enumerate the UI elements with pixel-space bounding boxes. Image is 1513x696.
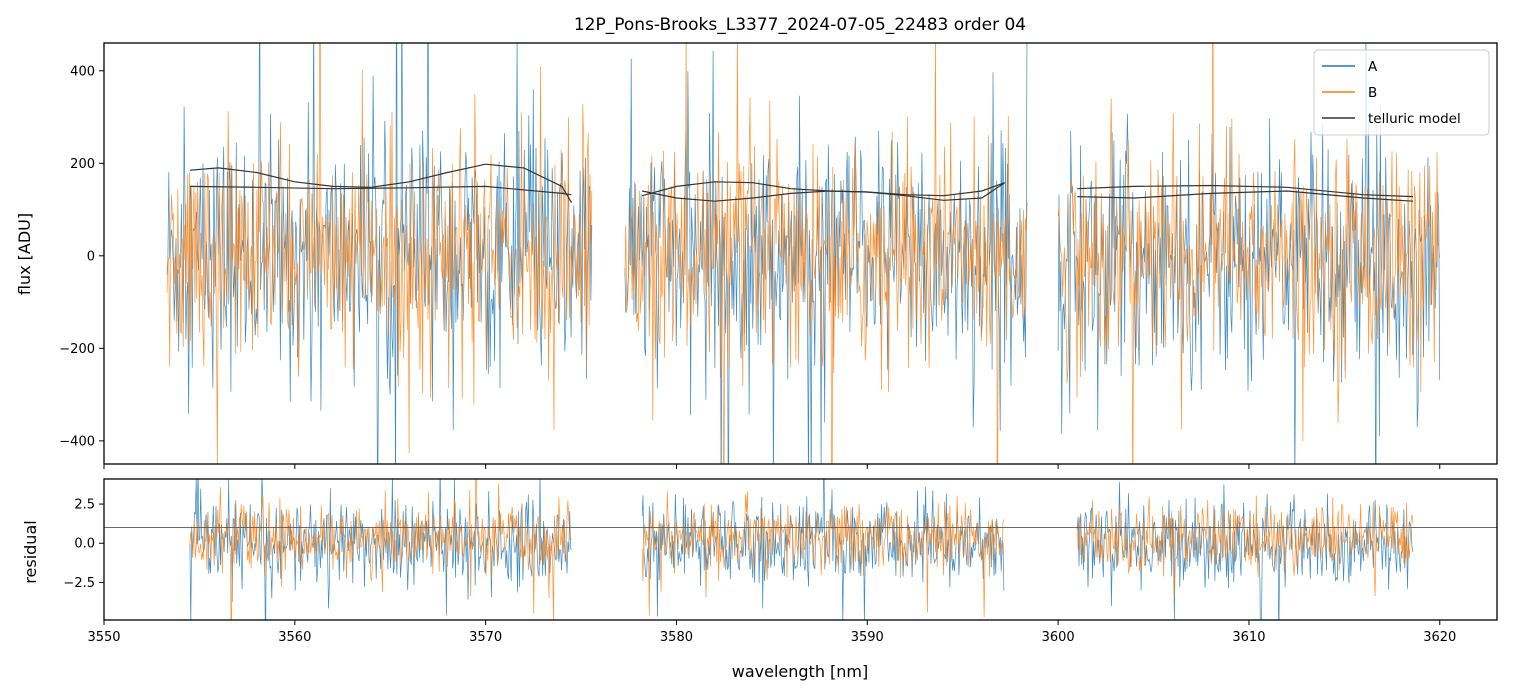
flux-y-tick-label: 0: [87, 249, 95, 264]
flux-plot-area: [166, 43, 1441, 464]
residual-axes-frame: [103, 478, 1498, 621]
x-tick-label: 3590: [851, 630, 884, 645]
x-tick-label: 3570: [469, 630, 502, 645]
x-tick-label: 3580: [660, 630, 693, 645]
flux-y-tick-label: −400: [59, 434, 95, 449]
flux-y-tick-label: −200: [59, 342, 95, 357]
series-b-segment-3: [1076, 495, 1414, 597]
x-tick-label: 3600: [1042, 630, 1075, 645]
telluric-model-curve-2: [189, 185, 572, 196]
telluric-model-curve-6: [1077, 190, 1414, 202]
chart-title: 12P_Pons-Brooks_L3377_2024-07-05_22483 o…: [574, 15, 1026, 35]
x-tick-label: 3620: [1423, 630, 1456, 645]
flux-y-tick-label: 400: [70, 64, 95, 79]
series-a-segment-2: [624, 43, 1028, 464]
flux-axes-frame: [103, 42, 1498, 465]
residual-y-label: residual: [21, 520, 40, 583]
residual-plot-area: [104, 479, 1497, 620]
residual-y-tick-label: 2.5: [74, 498, 95, 513]
legend-box: [1313, 49, 1490, 136]
legend-label-telluric: telluric model: [1368, 111, 1461, 127]
series-a-segment-1: [189, 479, 572, 620]
flux-y-label: flux [ADU]: [15, 213, 34, 295]
x-tick-label: 3550: [87, 630, 120, 645]
series-a-segment-3: [1057, 43, 1441, 464]
flux-y-ticks: −400 −200 0 200 400: [59, 64, 1441, 469]
series-a-segment-3: [1076, 481, 1414, 620]
residual-y-tick-label: 0.0: [74, 537, 95, 552]
series-a-segment-1: [166, 43, 593, 464]
telluric-model-curve-4: [641, 182, 1005, 202]
legend-label-a: A: [1368, 59, 1378, 75]
telluric-model-curve-1: [189, 163, 573, 203]
series-b-segment-1: [189, 479, 572, 620]
residual-y-tick-label: −2.5: [63, 576, 95, 591]
series-b-segment-2: [641, 490, 1005, 618]
series-b-segment-1: [166, 43, 593, 464]
x-tick-label: 3560: [278, 630, 311, 645]
x-axis-label: wavelength [nm]: [732, 662, 869, 681]
x-tick-label: 3610: [1232, 630, 1265, 645]
series-b-segment-2: [624, 43, 1028, 464]
legend: A B telluric model: [1313, 49, 1490, 136]
legend-label-b: B: [1368, 85, 1377, 101]
flux-y-tick-label: 200: [70, 157, 95, 172]
series-b-segment-3: [1057, 43, 1441, 464]
telluric-model-curve-5: [1077, 184, 1414, 198]
residual-ticks: −2.5 0.0 2.5 3550 3560 3570 3580 3590 3600 3610 36…: [63, 498, 1456, 645]
